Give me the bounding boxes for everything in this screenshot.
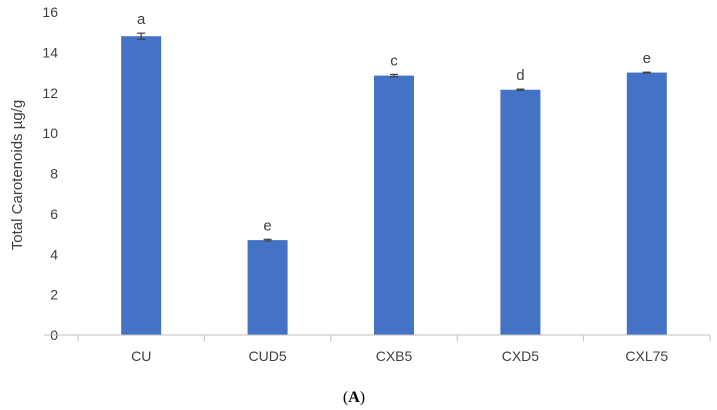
x-tick-label: CU [131,348,151,364]
y-tick-label: 2 [50,287,58,303]
bar-cxb5 [374,75,414,335]
bar-cu [121,36,162,335]
panel-label-letter: A [348,389,360,406]
y-tick-label: 10 [42,125,58,141]
bar-cxd5 [500,89,541,335]
x-axis [44,334,711,341]
y-axis-title: Total Carotenoids µg/g [9,100,26,250]
panel-label-close: ) [360,389,365,406]
panel-label: (A) [343,389,365,406]
significance-letter: d [516,67,524,84]
y-tick-label: 6 [50,206,58,222]
y-tick-label: 16 [42,4,58,20]
x-axis-labels: CU CUD5 CXB5 CXD5 CXL75 [131,348,668,364]
panel-label-open: ( [343,389,348,406]
x-tick-label: CXD5 [502,348,540,364]
y-tick-label: 8 [50,166,58,182]
y-tick-label: 12 [42,85,58,101]
x-tick-label: CXB5 [376,348,413,364]
significance-letter: c [390,52,398,69]
significance-letter: a [137,11,146,28]
bars [121,36,667,335]
significance-labels: a e c d e [137,11,651,234]
y-tick-label: 14 [42,44,58,60]
x-tick-label: CXL75 [625,348,668,364]
significance-letter: e [643,50,651,67]
significance-letter: e [263,217,271,234]
y-tick-label: 4 [50,246,58,262]
bar-cud5 [247,240,288,335]
error-bars [137,32,651,242]
bar-cxl75 [626,72,667,335]
x-tick-label: CUD5 [249,348,287,364]
